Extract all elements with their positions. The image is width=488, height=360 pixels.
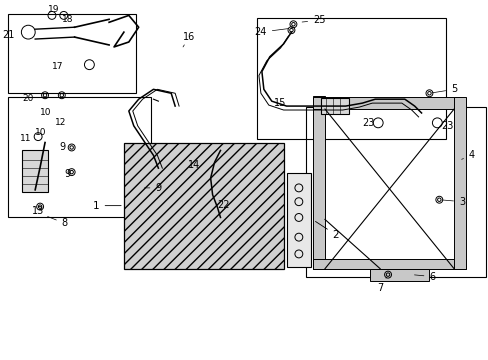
Text: 10: 10 <box>40 108 52 117</box>
Text: 23: 23 <box>440 121 453 131</box>
Bar <box>8 97 150 217</box>
Bar <box>453 97 465 269</box>
Text: 21: 21 <box>2 30 15 40</box>
Text: 18: 18 <box>61 15 73 24</box>
Text: 3: 3 <box>441 197 464 207</box>
Text: 14: 14 <box>187 160 200 170</box>
Text: 6: 6 <box>414 271 435 282</box>
Text: 16: 16 <box>183 32 195 47</box>
Text: 9: 9 <box>144 183 161 193</box>
Text: 2: 2 <box>315 221 339 240</box>
Bar <box>305 107 485 276</box>
Text: 12: 12 <box>55 118 66 127</box>
Bar <box>321 98 348 114</box>
Bar <box>312 259 465 269</box>
Text: 5: 5 <box>431 84 456 94</box>
Bar <box>312 96 325 269</box>
Bar <box>123 143 283 269</box>
Text: 25: 25 <box>302 15 325 25</box>
Text: 20: 20 <box>22 94 34 103</box>
Text: 8: 8 <box>47 216 68 228</box>
Text: 17: 17 <box>52 62 63 71</box>
Text: 22: 22 <box>217 199 229 210</box>
Text: 9: 9 <box>64 169 71 179</box>
Text: 9: 9 <box>60 143 66 152</box>
Bar <box>8 14 136 93</box>
Text: 24: 24 <box>254 27 288 37</box>
Text: 19: 19 <box>48 5 60 14</box>
Text: 4: 4 <box>461 150 474 160</box>
Bar <box>312 97 458 109</box>
Bar <box>256 18 445 139</box>
Text: 23: 23 <box>362 118 374 128</box>
Text: 10: 10 <box>35 128 46 137</box>
Text: 7: 7 <box>376 277 386 293</box>
Text: 13: 13 <box>32 206 44 216</box>
Text: 1: 1 <box>93 201 121 211</box>
Text: 11: 11 <box>20 134 32 143</box>
Bar <box>22 150 48 192</box>
Text: 15: 15 <box>273 98 285 108</box>
Bar <box>369 269 428 280</box>
Bar <box>286 173 310 267</box>
